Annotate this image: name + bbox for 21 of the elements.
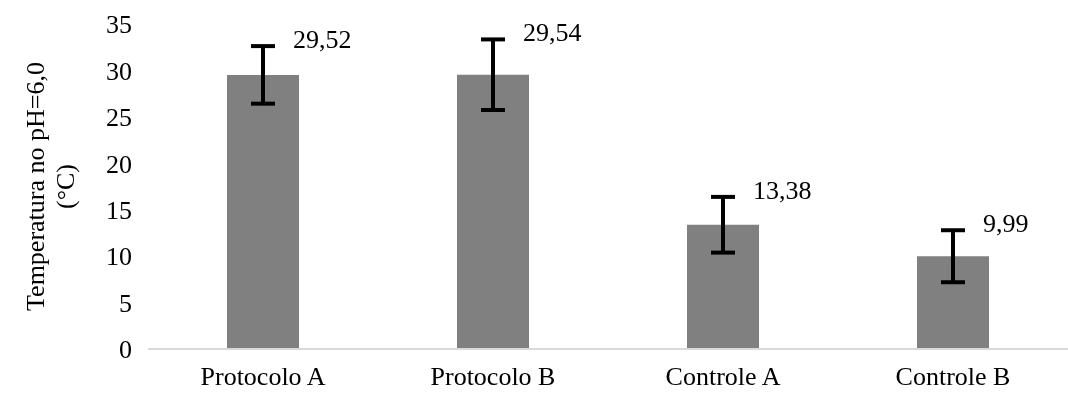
x-tick-label: Protocolo A xyxy=(200,362,326,392)
y-axis-title: Temperatura no pH=6,0 (°C) xyxy=(21,62,80,311)
y-tick-label: 5 xyxy=(119,288,132,318)
bar xyxy=(227,74,299,349)
y-tick-label: 35 xyxy=(106,10,132,40)
y-tick-label: 10 xyxy=(106,242,132,272)
y-tick-label: 25 xyxy=(106,103,132,133)
y-tick-label: 20 xyxy=(106,149,132,179)
data-label: 29,54 xyxy=(523,18,582,48)
x-tick-label: Controle B xyxy=(895,362,1011,392)
data-label: 29,52 xyxy=(293,25,352,55)
x-tick-label: Protocolo B xyxy=(430,362,556,392)
bar xyxy=(457,74,529,349)
y-tick-label: 15 xyxy=(106,195,132,225)
y-tick-label: 30 xyxy=(106,56,132,86)
bar xyxy=(917,256,989,349)
data-label: 9,99 xyxy=(983,209,1029,239)
y-tick-label: 0 xyxy=(119,335,132,365)
x-tick-label: Controle A xyxy=(665,362,781,392)
data-label: 13,38 xyxy=(753,175,812,205)
bar xyxy=(687,224,759,349)
